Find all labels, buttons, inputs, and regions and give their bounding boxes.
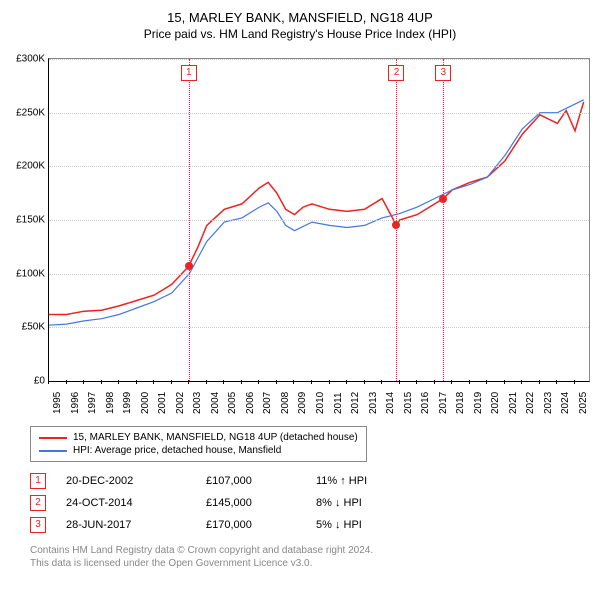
attribution-line: This data is licensed under the Open Gov… xyxy=(30,557,373,570)
attribution-line: Contains HM Land Registry data © Crown c… xyxy=(30,544,373,557)
sale-diff: 11% ↑ HPI xyxy=(316,475,416,487)
x-axis-labels: 1995 1996 1997 1998 1999 2000 2001 2002 2003 2004… xyxy=(48,384,588,424)
x-axis-label: 2022 xyxy=(525,392,536,414)
x-axis-label: 2004 xyxy=(210,392,221,414)
x-axis-label: 1996 xyxy=(70,392,81,414)
sale-badge: 1 xyxy=(30,473,46,489)
x-axis-label: 2018 xyxy=(455,392,466,414)
series-line-price_paid xyxy=(49,102,584,315)
y-axis-label: £50K xyxy=(22,322,49,333)
sales-row: 1 20-DEC-2002 £107,000 11% ↑ HPI xyxy=(30,470,416,492)
x-axis-label: 2025 xyxy=(578,392,589,414)
legend-label: HPI: Average price, detached house, Mans… xyxy=(73,445,281,456)
chart-title: 15, MARLEY BANK, MANSFIELD, NG18 4UP xyxy=(0,0,600,25)
y-axis-label: £200K xyxy=(16,161,49,172)
marker-dot xyxy=(392,221,400,229)
sale-badge: 2 xyxy=(30,495,46,511)
y-axis-label: £250K xyxy=(16,107,49,118)
legend-label: 15, MARLEY BANK, MANSFIELD, NG18 4UP (de… xyxy=(73,432,358,443)
chart-container: 15, MARLEY BANK, MANSFIELD, NG18 4UP Pri… xyxy=(0,0,600,590)
x-axis-label: 2015 xyxy=(403,392,414,414)
x-axis-label: 2007 xyxy=(262,392,273,414)
x-axis-label: 2024 xyxy=(560,392,571,414)
x-axis-label: 2021 xyxy=(508,392,519,414)
sale-price: £107,000 xyxy=(206,475,316,487)
y-axis-label: £150K xyxy=(16,215,49,226)
marker-dot xyxy=(439,195,447,203)
x-axis-label: 2002 xyxy=(175,392,186,414)
x-axis-label: 1999 xyxy=(122,392,133,414)
y-axis-label: £300K xyxy=(16,54,49,65)
x-axis-label: 2017 xyxy=(438,392,449,414)
legend-item: 15, MARLEY BANK, MANSFIELD, NG18 4UP (de… xyxy=(39,431,358,444)
x-axis-label: 2001 xyxy=(157,392,168,414)
x-axis-label: 2014 xyxy=(385,392,396,414)
x-axis-label: 2006 xyxy=(245,392,256,414)
x-axis-label: 2000 xyxy=(140,392,151,414)
marker-box: 2 xyxy=(388,65,404,81)
legend-swatch xyxy=(39,437,67,439)
x-axis-label: 1998 xyxy=(105,392,116,414)
chart-plot-area: £0£50K£100K£150K£200K£250K£300K123 xyxy=(48,58,590,382)
legend-box: 15, MARLEY BANK, MANSFIELD, NG18 4UP (de… xyxy=(30,426,367,462)
x-axis-label: 2003 xyxy=(192,392,203,414)
legend-item: HPI: Average price, detached house, Mans… xyxy=(39,444,358,457)
sale-date: 24-OCT-2014 xyxy=(66,497,206,509)
sale-diff: 8% ↓ HPI xyxy=(316,497,416,509)
sales-row: 2 24-OCT-2014 £145,000 8% ↓ HPI xyxy=(30,492,416,514)
x-axis-label: 1997 xyxy=(87,392,98,414)
x-axis-label: 2019 xyxy=(473,392,484,414)
x-axis-label: 2013 xyxy=(368,392,379,414)
sale-date: 28-JUN-2017 xyxy=(66,519,206,531)
sale-price: £170,000 xyxy=(206,519,316,531)
sale-badge: 3 xyxy=(30,517,46,533)
x-axis-label: 2020 xyxy=(490,392,501,414)
sale-diff: 5% ↓ HPI xyxy=(316,519,416,531)
x-axis-label: 2012 xyxy=(350,392,361,414)
sales-table: 1 20-DEC-2002 £107,000 11% ↑ HPI 2 24-OC… xyxy=(30,470,416,536)
x-axis-label: 2011 xyxy=(333,392,344,414)
x-axis-label: 1995 xyxy=(52,392,63,414)
marker-box: 3 xyxy=(435,65,451,81)
x-axis-label: 2023 xyxy=(543,392,554,414)
x-axis-label: 2016 xyxy=(420,392,431,414)
chart-subtitle: Price paid vs. HM Land Registry's House … xyxy=(0,25,600,41)
marker-box: 1 xyxy=(181,65,197,81)
sale-price: £145,000 xyxy=(206,497,316,509)
y-axis-label: £0 xyxy=(34,376,49,387)
x-axis-label: 2008 xyxy=(280,392,291,414)
attribution-text: Contains HM Land Registry data © Crown c… xyxy=(30,544,373,570)
x-axis-label: 2005 xyxy=(227,392,238,414)
x-axis-label: 2010 xyxy=(315,392,326,414)
series-line-hpi xyxy=(49,100,584,325)
legend-swatch xyxy=(39,450,67,452)
y-axis-label: £100K xyxy=(16,268,49,279)
sales-row: 3 28-JUN-2017 £170,000 5% ↓ HPI xyxy=(30,514,416,536)
sale-date: 20-DEC-2002 xyxy=(66,475,206,487)
x-axis-label: 2009 xyxy=(297,392,308,414)
marker-dot xyxy=(185,262,193,270)
